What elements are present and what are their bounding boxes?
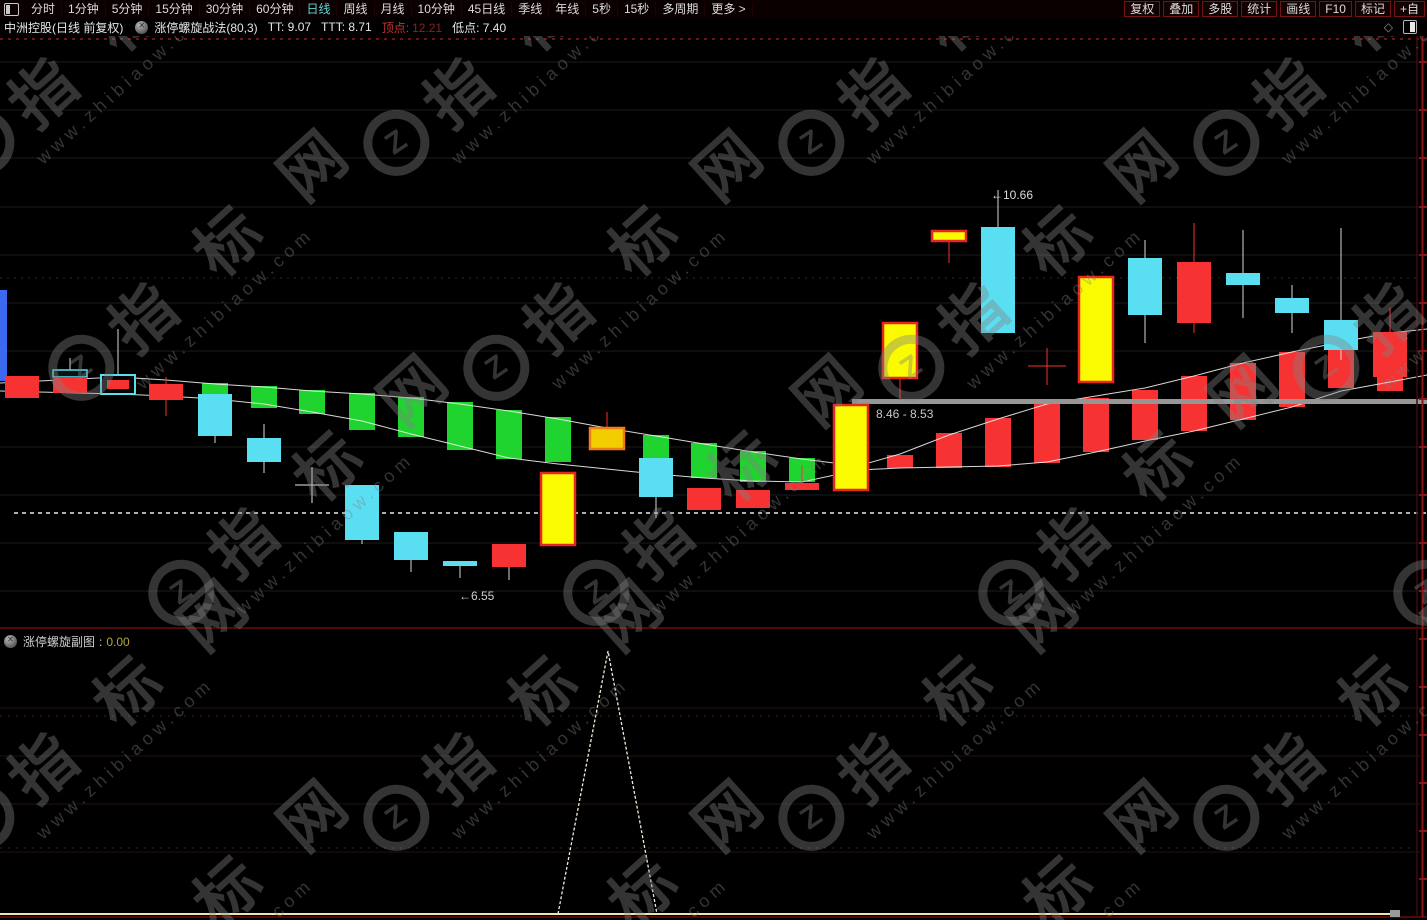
menu-period-8[interactable]: 月线 xyxy=(374,1,412,16)
toolbar-btn-5[interactable]: F10 xyxy=(1319,1,1352,17)
toolbar-btn-1[interactable]: 叠加 xyxy=(1163,1,1200,17)
diamond-icon[interactable]: ◇ xyxy=(1383,20,1393,34)
toolbar-btn-7[interactable]: +自 xyxy=(1393,1,1425,17)
low-label: 低点: xyxy=(452,20,480,35)
peak-readout: 顶点: 12.21 xyxy=(382,19,442,36)
sub-indicator-value: 0.00 xyxy=(106,634,130,649)
toolbar-btn-3[interactable]: 统计 xyxy=(1241,1,1278,17)
menu-period-16[interactable]: 更多 > xyxy=(705,1,753,16)
menu-period-14[interactable]: 15秒 xyxy=(617,1,657,16)
toolbar-right: 复权 叠加 多股 统计 画线 F10 标记 +自 xyxy=(1121,1,1427,17)
menu-period-3[interactable]: 15分钟 xyxy=(149,1,200,16)
menu-period-5[interactable]: 60分钟 xyxy=(250,1,301,16)
app-panel-icon[interactable] xyxy=(4,2,19,16)
period-menu-items: 分时 1分钟 5分钟 15分钟 30分钟 60分钟 日线 周线 月线 10分钟 45日线 季线 年线 5秒… xyxy=(25,1,753,18)
menu-period-12[interactable]: 年线 xyxy=(549,1,587,16)
menu-period-13[interactable]: 5秒 xyxy=(586,1,618,16)
sub-indicator-label[interactable]: 涨停螺旋副图 xyxy=(23,635,96,649)
stock-title[interactable]: 中洲控股(日线 前复权) xyxy=(4,20,124,35)
toolbar-btn-6[interactable]: 标记 xyxy=(1354,1,1391,17)
menu-period-1[interactable]: 1分钟 xyxy=(62,1,106,16)
toolbar-btn-4[interactable]: 画线 xyxy=(1280,1,1317,17)
menu-period-6[interactable]: 日线 xyxy=(300,1,338,16)
menu-period-10[interactable]: 45日线 xyxy=(461,1,513,16)
title-bar: 中洲控股(日线 前复权) 涨停螺旋战法(80,3) TT: 9.07 TTT: … xyxy=(0,18,1427,36)
sub-indicator-separator: : xyxy=(99,634,103,649)
period-menu-bar: 分时 1分钟 5分钟 15分钟 30分钟 60分钟 日线 周线 月线 10分钟 45日线 季线 年线 5秒… xyxy=(0,0,1427,19)
menu-period-4[interactable]: 30分钟 xyxy=(199,1,251,16)
peak-value: 12.21 xyxy=(412,20,443,35)
peak-label: 顶点: xyxy=(381,20,410,35)
sub-indicator-header: 涨停螺旋副图 : 0.00 xyxy=(4,633,130,650)
menu-period-11[interactable]: 季线 xyxy=(512,1,550,16)
panel-toggle-icon[interactable] xyxy=(1403,20,1417,34)
menu-period-15[interactable]: 多周期 xyxy=(656,1,706,16)
sub-indicator-orb-icon[interactable] xyxy=(4,635,17,648)
low-readout: 低点: 7.40 xyxy=(452,19,506,36)
menu-period-2[interactable]: 5分钟 xyxy=(105,1,150,16)
indicator-name[interactable]: 涨停螺旋战法(80,3) xyxy=(154,20,258,35)
toolbar-btn-2[interactable]: 多股 xyxy=(1202,1,1239,17)
indicator-orb-icon[interactable] xyxy=(135,20,149,34)
menu-period-0[interactable]: 分时 xyxy=(25,1,63,16)
menu-period-7[interactable]: 周线 xyxy=(337,1,375,16)
ttt-value: TTT: 8.71 xyxy=(321,20,372,34)
title-right-icons: ◇ xyxy=(1384,20,1427,34)
tt-value: TT: 9.07 xyxy=(267,20,312,34)
toolbar-btn-0[interactable]: 复权 xyxy=(1124,1,1161,17)
low-value: 7.40 xyxy=(482,20,507,35)
menu-period-9[interactable]: 10分钟 xyxy=(411,1,462,16)
